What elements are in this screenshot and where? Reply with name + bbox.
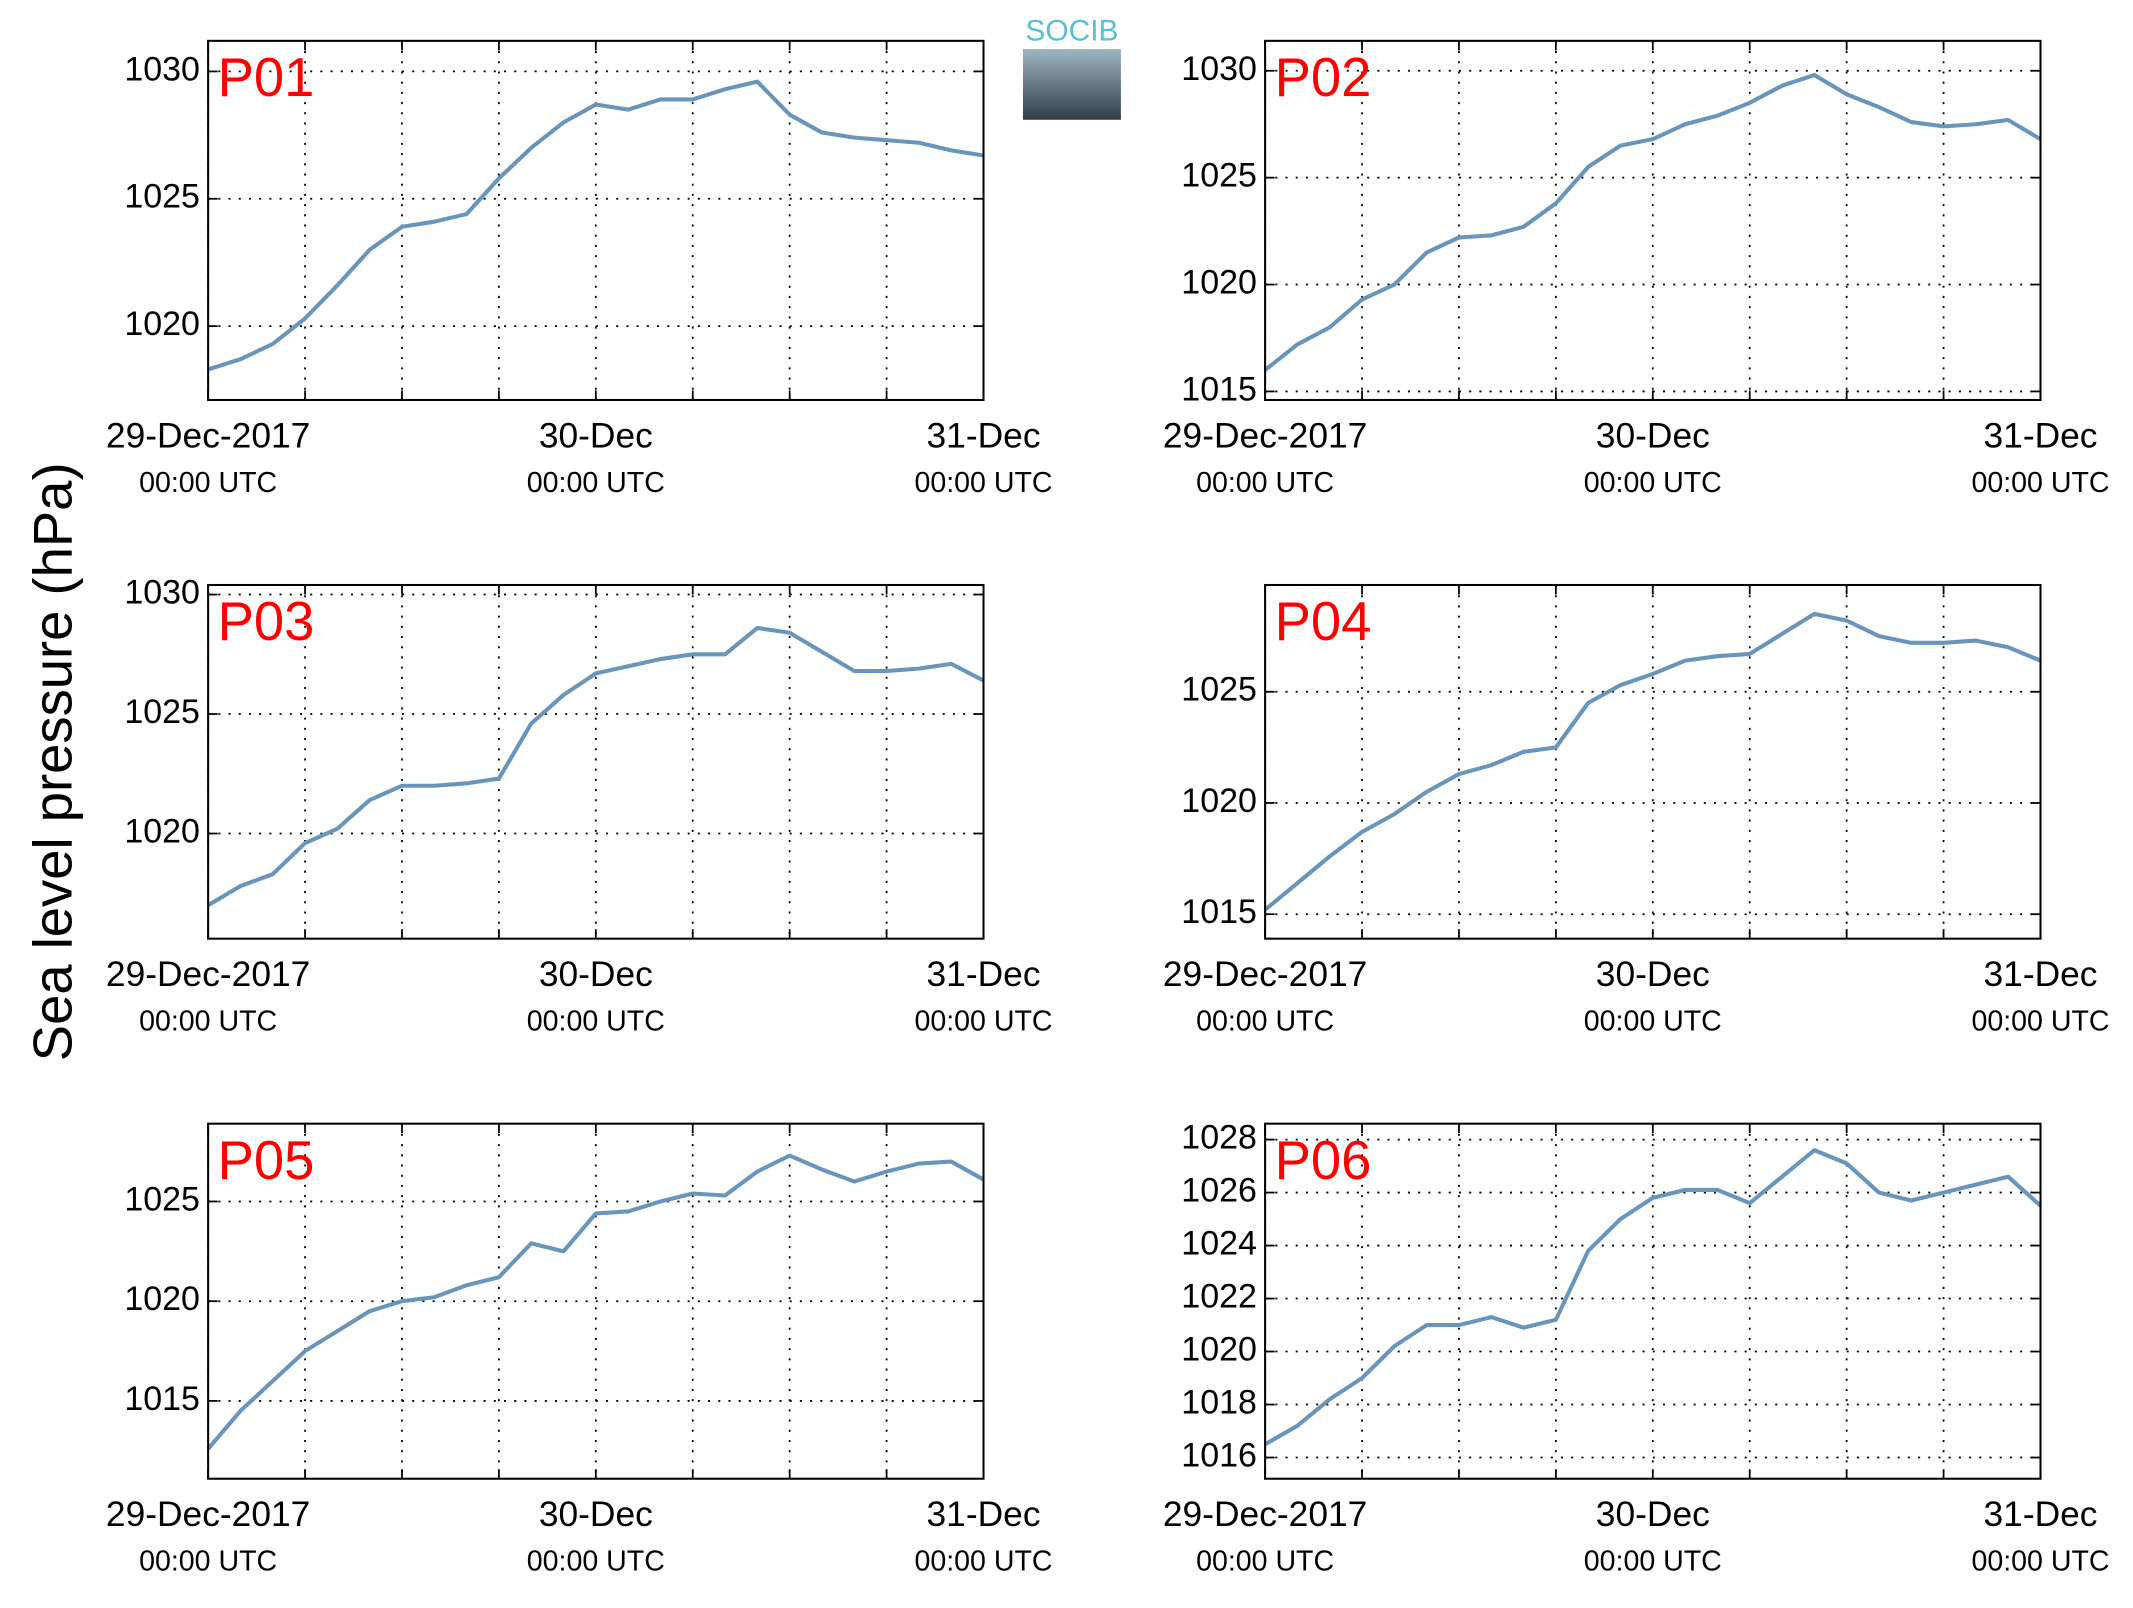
data-line bbox=[207, 79, 984, 372]
x-tick-sublabel: 00:00 UTC bbox=[139, 1546, 277, 1578]
y-tick-label: 1025 bbox=[124, 693, 200, 731]
y-tick-label: 1020 bbox=[1181, 1331, 1257, 1369]
x-tick-sublabel: 00:00 UTC bbox=[1196, 1546, 1334, 1578]
x-tick-label: 30-Dec bbox=[539, 416, 653, 455]
y-tick-label: 1020 bbox=[124, 1280, 200, 1318]
y-tick-label: 1030 bbox=[124, 574, 200, 612]
y-tick-label: 1030 bbox=[124, 50, 200, 88]
x-tick-sublabel: 00:00 UTC bbox=[139, 1006, 277, 1038]
plot-frame bbox=[207, 39, 985, 402]
y-tick-label: 1030 bbox=[1181, 50, 1257, 88]
x-tick-label: 31-Dec bbox=[927, 1495, 1041, 1534]
logo: SOCIB bbox=[1022, 15, 1121, 120]
y-tick-label: 1020 bbox=[124, 813, 200, 851]
y-tick-label: 1025 bbox=[124, 1180, 200, 1218]
data-line bbox=[1263, 73, 2042, 372]
x-tick-sublabel: 00:00 UTC bbox=[1971, 467, 2109, 499]
panel: 1020 1025 1030 29-Dec-2017 00:00 UTC 30-Dec 00… bbox=[106, 574, 1053, 1038]
x-tick-sublabel: 00:00 UTC bbox=[914, 1546, 1052, 1578]
x-tick-sublabel: 00:00 UTC bbox=[1584, 1546, 1722, 1578]
panel-title: P06 bbox=[1275, 1130, 1372, 1191]
x-tick-sublabel: 00:00 UTC bbox=[1584, 1006, 1722, 1038]
y-tick-label: 1020 bbox=[124, 305, 200, 343]
x-tick-sublabel: 00:00 UTC bbox=[1971, 1006, 2109, 1038]
x-tick-sublabel: 00:00 UTC bbox=[1971, 1546, 2109, 1578]
y-tick-label: 1025 bbox=[1181, 157, 1257, 195]
x-tick-label: 31-Dec bbox=[1983, 955, 2097, 994]
panel-title: P04 bbox=[1275, 591, 1372, 652]
x-tick-sublabel: 00:00 UTC bbox=[139, 467, 277, 499]
x-tick-label: 30-Dec bbox=[1596, 955, 1710, 994]
panel-title: P02 bbox=[1275, 47, 1372, 108]
x-tick-label: 29-Dec-2017 bbox=[106, 1495, 310, 1534]
x-tick-label: 31-Dec bbox=[927, 955, 1041, 994]
x-tick-sublabel: 00:00 UTC bbox=[1584, 467, 1722, 499]
plot-frame bbox=[1264, 1122, 2042, 1480]
x-tick-sublabel: 00:00 UTC bbox=[1196, 467, 1334, 499]
y-tick-label: 1025 bbox=[124, 178, 200, 216]
logo-box bbox=[1022, 49, 1121, 120]
x-tick-label: 29-Dec-2017 bbox=[1163, 1495, 1367, 1534]
panel: 1015 1020 1025 29-Dec-2017 00:00 UTC 30-Dec 00… bbox=[106, 1122, 1053, 1578]
y-tick-label: 1020 bbox=[1181, 264, 1257, 302]
y-tick-label: 1016 bbox=[1181, 1437, 1257, 1475]
y-tick-label: 1015 bbox=[1181, 893, 1257, 931]
data-line bbox=[1263, 611, 2042, 912]
panel: 1015 1020 1025 29-Dec-2017 00:00 UTC 30-Dec 00… bbox=[1163, 583, 2110, 1038]
x-tick-label: 30-Dec bbox=[539, 955, 653, 994]
y-axis-label: Sea level pressure (hPa) bbox=[23, 462, 84, 1061]
panel: 1015 1020 1025 1030 29-Dec-2017 00:00 UTC 30-D… bbox=[1163, 39, 2110, 499]
x-tick-sublabel: 00:00 UTC bbox=[1196, 1006, 1334, 1038]
x-tick-sublabel: 00:00 UTC bbox=[914, 467, 1052, 499]
x-tick-label: 31-Dec bbox=[1983, 1495, 2097, 1534]
x-tick-label: 29-Dec-2017 bbox=[106, 416, 310, 455]
y-tick-label: 1022 bbox=[1181, 1278, 1257, 1316]
logo-text: SOCIB bbox=[1025, 15, 1118, 48]
y-tick-label: 1018 bbox=[1181, 1384, 1257, 1422]
x-tick-label: 29-Dec-2017 bbox=[1163, 955, 1367, 994]
x-tick-label: 29-Dec-2017 bbox=[1163, 416, 1367, 455]
plot-frame bbox=[207, 1122, 985, 1480]
x-tick-label: 31-Dec bbox=[1983, 416, 2097, 455]
y-tick-label: 1028 bbox=[1181, 1119, 1257, 1157]
x-tick-label: 31-Dec bbox=[927, 416, 1041, 455]
panel: 1020 1025 1030 29-Dec-2017 00:00 UTC 30-Dec 00… bbox=[106, 39, 1053, 499]
panel: 1016 1018 1020 1022 1024 1026 1028 29-Dec-2017 0… bbox=[1163, 1119, 2110, 1578]
data-line bbox=[207, 625, 985, 907]
x-tick-label: 30-Dec bbox=[1596, 1495, 1710, 1534]
y-tick-label: 1015 bbox=[1181, 370, 1257, 408]
y-tick-label: 1020 bbox=[1181, 782, 1257, 820]
y-tick-label: 1025 bbox=[1181, 671, 1257, 709]
data-line bbox=[206, 1153, 985, 1451]
x-tick-label: 29-Dec-2017 bbox=[106, 955, 310, 994]
y-tick-label: 1015 bbox=[124, 1380, 200, 1418]
x-tick-sublabel: 00:00 UTC bbox=[914, 1006, 1052, 1038]
panel-title: P03 bbox=[218, 591, 315, 652]
x-tick-sublabel: 00:00 UTC bbox=[527, 467, 665, 499]
plot-frame bbox=[207, 583, 985, 940]
panel-title: P05 bbox=[218, 1130, 315, 1191]
x-tick-sublabel: 00:00 UTC bbox=[527, 1006, 665, 1038]
y-tick-label: 1024 bbox=[1181, 1225, 1257, 1263]
y-tick-label: 1026 bbox=[1181, 1172, 1257, 1210]
data-line bbox=[1264, 1148, 2042, 1447]
x-tick-sublabel: 00:00 UTC bbox=[527, 1546, 665, 1578]
plot-frame bbox=[1264, 583, 2042, 940]
x-tick-label: 30-Dec bbox=[1596, 416, 1710, 455]
x-tick-label: 30-Dec bbox=[539, 1495, 653, 1534]
panel-title: P01 bbox=[218, 47, 315, 108]
plot-frame bbox=[1264, 39, 2042, 402]
